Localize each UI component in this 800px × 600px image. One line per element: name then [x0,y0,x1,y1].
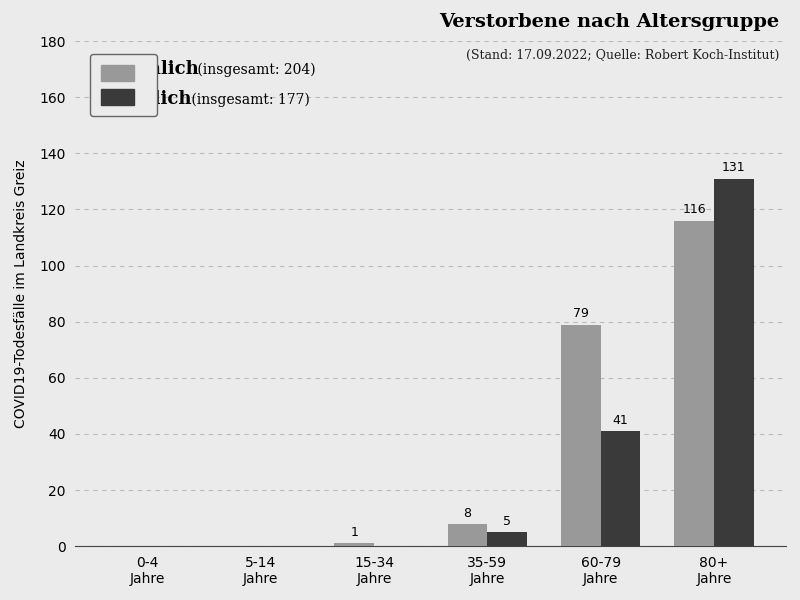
Legend: , : , [90,54,157,116]
Text: 41: 41 [613,414,629,427]
Text: 5: 5 [503,515,511,528]
Text: 116: 116 [682,203,706,217]
Text: 79: 79 [573,307,589,320]
Text: 1: 1 [350,526,358,539]
Text: 8: 8 [463,506,471,520]
Bar [334,544,374,546]
Bar [601,431,641,546]
Bar [714,179,754,546]
Bar [448,524,487,546]
Bar [561,325,601,546]
Y-axis label: COVID19-Todesfälle im Landkreis Greiz: COVID19-Todesfälle im Landkreis Greiz [14,160,28,428]
Text: Männlich: Männlich [104,60,199,78]
Text: 131: 131 [722,161,746,175]
Text: (insgesamt: 204): (insgesamt: 204) [193,62,315,77]
Text: Verstorbene nach Altersgruppe: Verstorbene nach Altersgruppe [439,13,779,31]
Bar [674,221,714,546]
Text: (Stand: 17.09.2022; Quelle: Robert Koch-Institut): (Stand: 17.09.2022; Quelle: Robert Koch-… [466,49,779,62]
Bar [487,532,527,546]
Text: (insgesamt: 177): (insgesamt: 177) [187,93,310,107]
Text: Weiblich: Weiblich [104,90,191,108]
